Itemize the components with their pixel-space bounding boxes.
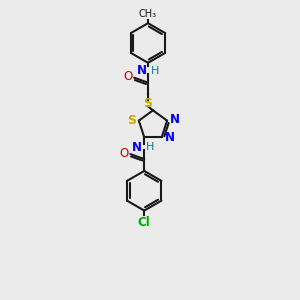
Text: S: S (143, 97, 152, 110)
Text: H: H (146, 142, 154, 152)
Text: H: H (151, 66, 159, 76)
Text: CH₃: CH₃ (139, 9, 157, 19)
Text: N: N (137, 64, 147, 77)
Text: Cl: Cl (138, 215, 151, 229)
Text: O: O (119, 147, 128, 160)
Text: N: N (165, 131, 175, 144)
Text: O: O (123, 70, 132, 83)
Text: N: N (170, 113, 180, 126)
Text: S: S (127, 114, 136, 127)
Text: N: N (132, 141, 142, 154)
